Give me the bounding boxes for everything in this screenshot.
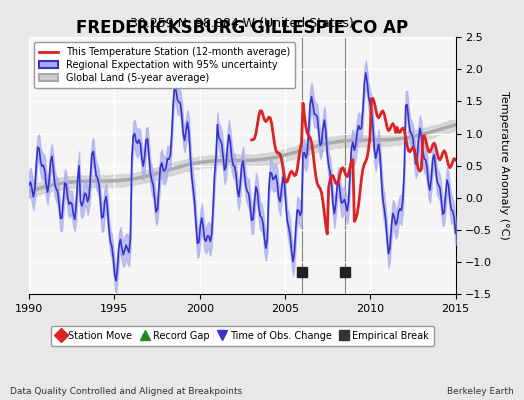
Legend: Station Move, Record Gap, Time of Obs. Change, Empirical Break: Station Move, Record Gap, Time of Obs. C… bbox=[51, 326, 434, 346]
Text: Berkeley Earth: Berkeley Earth bbox=[447, 387, 514, 396]
Text: Data Quality Controlled and Aligned at Breakpoints: Data Quality Controlled and Aligned at B… bbox=[10, 387, 243, 396]
Y-axis label: Temperature Anomaly (°C): Temperature Anomaly (°C) bbox=[499, 91, 509, 240]
Title: FREDERICKSBURG GILLESPIE CO AP: FREDERICKSBURG GILLESPIE CO AP bbox=[77, 19, 408, 37]
Text: 30.259 N, 98.884 W (United States): 30.259 N, 98.884 W (United States) bbox=[130, 16, 354, 30]
